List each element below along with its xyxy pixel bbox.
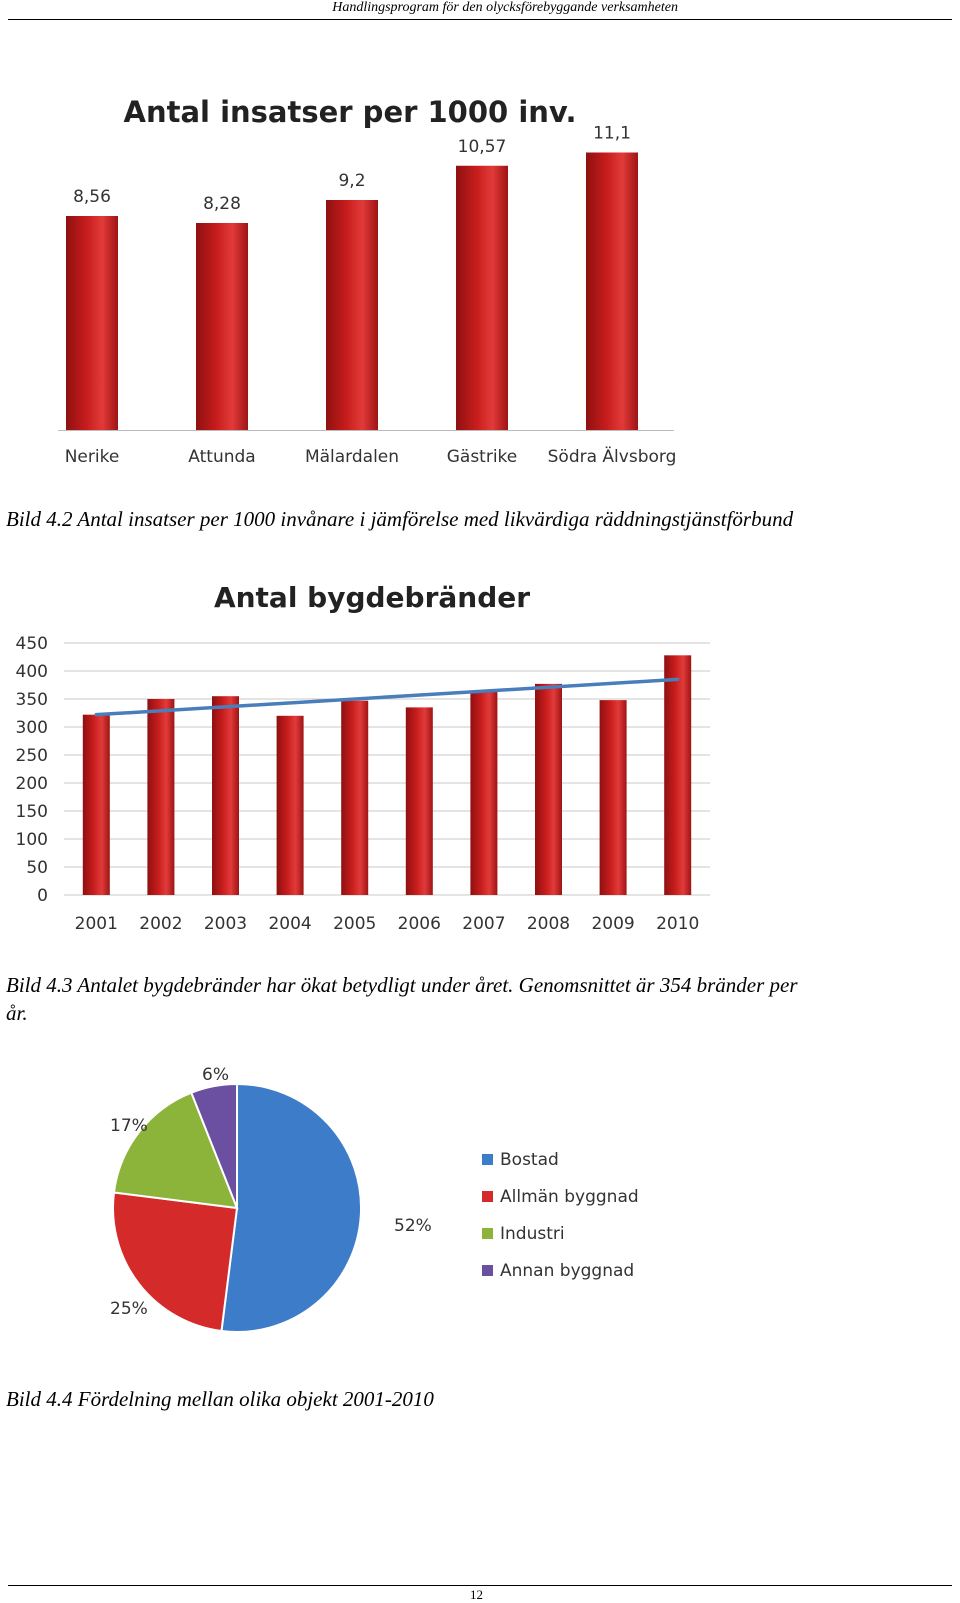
chart-fordelning: 52% 25% 17% 6% Bostad Allmän byggnad Industri A… — [80, 1058, 680, 1358]
chart-fordelning-legend-swatch — [482, 1154, 493, 1165]
chart-insatser-x-label: Attunda — [188, 447, 255, 467]
chart-fordelning-slice — [220, 1082, 363, 1333]
chart-bygdebrander-bar — [147, 699, 175, 895]
chart-insatser-bar — [196, 223, 248, 430]
chart-bygdebrander-bar — [341, 700, 369, 895]
caption-fig-4-4: Bild 4.4 Fördelning mellan olika objekt … — [6, 1387, 434, 1411]
chart-bygdebrander-title: Antal bygdebränder — [214, 581, 530, 614]
chart-bygdebrander-y-tick: 250 — [16, 746, 48, 766]
caption-fig-4-3-line1: Bild 4.3 Antalet bygdebränder har ökat b… — [6, 973, 798, 997]
page-header-title: Handlingsprogram för den olycksförebygga… — [332, 0, 678, 15]
chart-bygdebrander-bar — [535, 683, 562, 895]
chart-insatser-bar — [326, 200, 378, 430]
chart-insatser-data-label: 10,57 — [458, 137, 507, 157]
chart-insatser-title: Antal insatser per 1000 inv. — [124, 95, 577, 129]
chart-insatser: Antal insatser per 1000 inv. 8,56 Nerike 8,… — [50, 80, 680, 475]
chart-bygdebrander-x-label: 2008 — [527, 914, 570, 934]
chart-bygdebrander-x-label: 2006 — [398, 914, 441, 934]
chart-insatser-x-label: Södra Älvsborg — [548, 446, 677, 467]
chart-insatser-data-label: 9,2 — [338, 171, 365, 191]
page-number: 12 — [470, 1587, 483, 1602]
chart-fordelning-svg: 52% 25% 17% 6% Bostad Allmän byggnad Industri A… — [110, 1065, 639, 1333]
chart-bygdebrander-trendline — [94, 677, 680, 717]
chart-insatser-bar — [66, 216, 118, 430]
chart-bygdebrander-bar — [405, 707, 433, 895]
chart-fordelning-slice — [190, 1082, 238, 1209]
chart-bygdebrander-bar — [276, 715, 304, 895]
chart-insatser-data-label: 11,1 — [593, 124, 631, 144]
chart-insatser-bar — [586, 152, 638, 430]
chart-bygdebrander-y-tick: 300 — [16, 718, 48, 738]
chart-fordelning-value-label: 17% — [110, 1116, 148, 1136]
chart-insatser-data-label: 8,28 — [203, 194, 241, 214]
chart-insatser-x-label: Nerike — [65, 447, 120, 467]
chart-bygdebrander-bar — [212, 696, 239, 895]
chart-bygdebrander-y-tick: 0 — [37, 886, 48, 906]
chart-fordelning-legend-label: Industri — [500, 1224, 565, 1244]
chart-bygdebrander-x-label: 2004 — [268, 914, 311, 934]
header-divider — [8, 19, 952, 20]
chart-bygdebrander-x-label: 2001 — [75, 914, 118, 934]
chart-bygdebrander: Antal bygdebränder 0 50 100 150 200 250 300 350 4… — [6, 570, 720, 942]
chart-fordelning-value-label: 52% — [394, 1216, 432, 1236]
chart-bygdebrander-svg: Antal bygdebränder 0 50 100 150 200 250 300 350 4… — [16, 581, 710, 934]
chart-bygdebrander-bar — [664, 655, 692, 895]
chart-bygdebrander-x-label: 2005 — [333, 914, 376, 934]
chart-fordelning-legend-label: Bostad — [500, 1150, 559, 1170]
chart-bygdebrander-y-tick: 200 — [16, 774, 48, 794]
chart-bygdebrander-y-tick: 50 — [26, 858, 48, 878]
chart-fordelning-slice — [112, 1091, 239, 1210]
chart-bygdebrander-x-label: 2003 — [204, 914, 247, 934]
chart-bygdebrander-y-tick: 400 — [16, 662, 48, 682]
chart-fordelning-legend-swatch — [482, 1265, 493, 1276]
chart-fordelning-legend-label: Allmän byggnad — [500, 1187, 639, 1207]
chart-bygdebrander-y-tick: 150 — [16, 802, 48, 822]
chart-fordelning-legend-swatch — [482, 1191, 493, 1202]
chart-insatser-svg: Antal insatser per 1000 inv. 8,56 Nerike 8,… — [58, 95, 677, 467]
chart-bygdebrander-bar — [599, 700, 627, 895]
chart-bygdebrander-y-tick: 450 — [16, 634, 48, 654]
chart-insatser-x-label: Gästrike — [447, 447, 518, 467]
caption-fig-4-2: Bild 4.2 Antal insatser per 1000 invånar… — [6, 507, 794, 531]
chart-bygdebrander-y-tick: 350 — [16, 690, 48, 710]
chart-bygdebrander-y-tick: 100 — [16, 830, 48, 850]
chart-insatser-bar — [456, 165, 508, 430]
chart-fordelning-legend-label: Annan byggnad — [500, 1261, 634, 1281]
chart-fordelning-value-label: 25% — [110, 1299, 148, 1319]
chart-bygdebrander-bar — [82, 714, 110, 895]
chart-bygdebrander-x-label: 2002 — [139, 914, 182, 934]
chart-fordelning-legend-swatch — [482, 1228, 493, 1239]
caption-fig-4-3-line2: år. — [6, 1001, 28, 1025]
footer-divider — [8, 1585, 952, 1586]
chart-insatser-x-label: Mälardalen — [305, 447, 399, 467]
chart-bygdebrander-x-label: 2007 — [462, 914, 505, 934]
chart-insatser-data-label: 8,56 — [73, 187, 111, 207]
chart-fordelning-value-label: 6% — [202, 1065, 229, 1085]
chart-bygdebrander-x-label: 2009 — [591, 914, 634, 934]
chart-bygdebrander-x-label: 2010 — [656, 914, 699, 934]
chart-bygdebrander-bar — [470, 690, 498, 895]
chart-fordelning-slice — [112, 1191, 239, 1333]
